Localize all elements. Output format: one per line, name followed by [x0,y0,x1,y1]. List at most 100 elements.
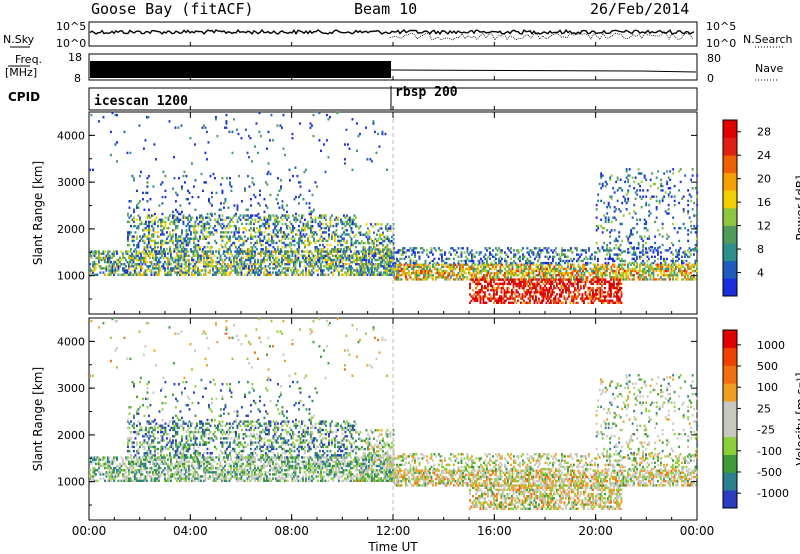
power-cell [475,297,477,300]
power-cell [466,257,469,261]
power-cell [633,261,635,265]
power-cell [371,242,374,245]
power-cell [158,218,161,221]
power-cell [379,250,381,253]
power-cell [243,267,246,270]
power-cell [150,271,153,274]
power-cell [631,269,634,273]
power-cell [382,233,384,236]
power-cell [294,258,297,262]
power-cell [258,265,261,268]
power-cell [385,237,387,241]
power-cell [652,276,655,279]
power-cell [598,282,600,286]
power-cell [566,297,569,300]
power-cell [468,253,470,256]
power-cell [475,269,478,273]
power-cell [356,256,358,260]
power-cell [576,271,578,275]
power-cell [542,286,545,290]
power-cell [362,265,365,268]
power-cell [224,271,226,274]
power-cell [430,249,433,252]
power-cell [334,235,336,238]
power-cell [305,258,307,262]
power-cell [171,269,174,272]
power-cell [658,265,661,268]
power-cell [173,269,175,272]
power-cell [519,265,521,268]
power-cell [616,267,619,271]
power-cell [296,250,298,253]
power-cell [412,261,415,265]
power-cell [165,263,168,266]
power-cell [532,284,534,288]
power-cell [89,254,91,257]
power-cell [681,265,683,268]
power-cell [690,253,692,256]
power-cell [326,267,328,270]
power-cell [338,273,340,276]
power-cell [239,235,242,238]
power-cell [146,252,148,255]
power-cell [405,276,407,279]
power-cell [479,299,482,302]
power-cell [150,260,153,264]
power-cell [269,216,272,219]
power-cell [340,248,342,251]
power-cell [581,299,584,302]
power-cell [595,265,598,268]
power-cell [288,263,291,266]
power-cell [612,257,614,261]
power-cell [129,256,132,260]
power-cell [315,269,318,272]
power-cell [332,260,334,264]
power-cell [506,278,509,281]
power-cell [667,267,670,271]
power-cell [582,265,584,268]
power-cell [657,274,659,277]
power-cell [352,222,354,226]
power-cell [597,224,600,228]
power-cell [250,241,252,245]
power-cell [499,261,502,265]
power-cell [290,231,293,234]
power-cell [252,250,255,253]
power-cell [499,295,501,298]
power-cell [145,246,147,249]
power-cell [603,271,605,275]
power-cell [423,271,425,275]
power-cell [269,256,271,260]
power-cell [388,265,390,268]
power-cell [138,258,141,262]
power-cell [363,250,366,253]
power-cell [438,271,440,275]
power-cell [351,267,354,270]
power-cell [570,249,572,252]
power-cell [369,256,372,260]
power-cell [177,265,180,268]
power-cell [481,276,484,279]
power-cell [670,271,673,275]
power-cell [96,250,99,253]
power-cell [356,269,359,272]
power-cell [537,274,539,277]
power-cell [589,274,592,277]
power-cell [173,229,176,232]
power-cell [669,247,671,250]
power-cell [114,271,117,274]
power-cell [299,220,302,224]
power-cell [153,273,156,276]
power-cell [585,249,587,252]
power-cell [613,295,615,298]
power-cell [220,218,222,221]
power-cell [517,263,520,266]
power-cell [288,254,291,257]
power-cell [176,210,179,214]
power-cell [153,252,156,255]
power-cell [598,269,601,273]
power-cell [667,269,670,273]
power-cell [170,220,173,224]
power-cell [652,249,655,252]
power-cell [512,282,515,286]
